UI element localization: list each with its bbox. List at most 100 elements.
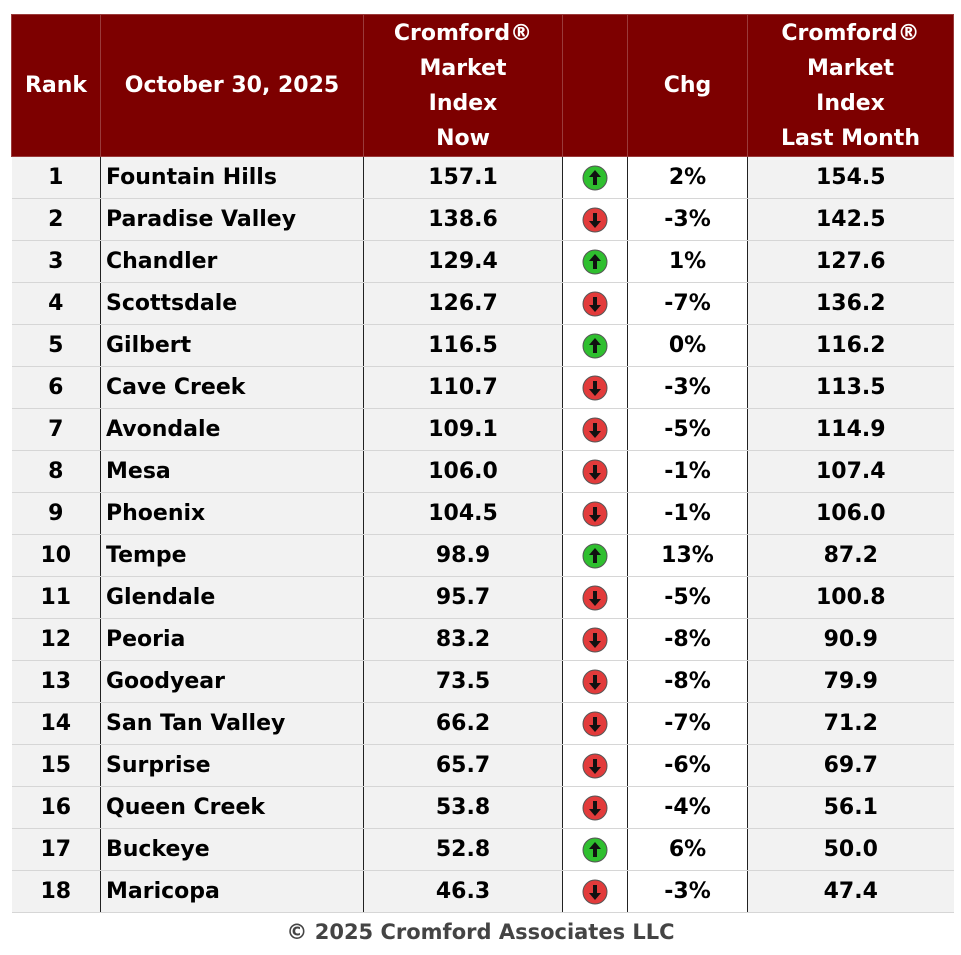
trend-cell bbox=[562, 702, 628, 745]
rank-cell: 1 bbox=[11, 156, 101, 199]
change-cell: -3% bbox=[627, 870, 748, 913]
down-arrow-icon bbox=[582, 501, 608, 526]
index-now-cell: 104.5 bbox=[363, 492, 563, 535]
city-cell: Scottsdale bbox=[100, 282, 364, 325]
index-now-cell: 66.2 bbox=[363, 702, 563, 745]
index-last-month-cell: 136.2 bbox=[747, 282, 954, 325]
index-now-cell: 129.4 bbox=[363, 240, 563, 283]
trend-cell bbox=[562, 534, 628, 577]
rank-cell: 15 bbox=[11, 744, 101, 787]
market-index-table: Rank October 30, 2025 Cromford® Market I… bbox=[11, 14, 954, 913]
index-now-cell: 106.0 bbox=[363, 450, 563, 493]
table-row: 17 Buckeye 52.8 6% 50.0 bbox=[11, 828, 954, 871]
down-arrow-icon bbox=[582, 879, 608, 904]
table-row: 13 Goodyear 73.5 -8% 79.9 bbox=[11, 660, 954, 703]
index-last-month-cell: 154.5 bbox=[747, 156, 954, 199]
header-line: Index bbox=[816, 90, 885, 116]
up-arrow-icon bbox=[582, 837, 608, 862]
change-cell: -5% bbox=[627, 408, 748, 451]
down-arrow-icon bbox=[582, 711, 608, 736]
trend-cell bbox=[562, 282, 628, 325]
rank-cell: 14 bbox=[11, 702, 101, 745]
index-last-month-cell: 107.4 bbox=[747, 450, 954, 493]
trend-cell bbox=[562, 828, 628, 871]
down-arrow-icon bbox=[582, 753, 608, 778]
index-now-cell: 126.7 bbox=[363, 282, 563, 325]
rank-cell: 2 bbox=[11, 198, 101, 241]
rank-cell: 6 bbox=[11, 366, 101, 409]
change-cell: -1% bbox=[627, 450, 748, 493]
city-cell: San Tan Valley bbox=[100, 702, 364, 745]
down-arrow-icon bbox=[582, 585, 608, 610]
index-last-month-cell: 56.1 bbox=[747, 786, 954, 829]
city-cell: Queen Creek bbox=[100, 786, 364, 829]
table-row: 6 Cave Creek 110.7 -3% 113.5 bbox=[11, 366, 954, 409]
header-line: Index bbox=[428, 90, 498, 116]
change-cell: -4% bbox=[627, 786, 748, 829]
index-last-month-cell: 127.6 bbox=[747, 240, 954, 283]
trend-cell bbox=[562, 744, 628, 787]
index-last-month-cell: 79.9 bbox=[747, 660, 954, 703]
trend-cell bbox=[562, 324, 628, 367]
index-now-cell: 53.8 bbox=[363, 786, 563, 829]
index-last-month-header: Cromford® Market Index Last Month bbox=[747, 14, 954, 157]
city-cell: Glendale bbox=[100, 576, 364, 619]
table-row: 4 Scottsdale 126.7 -7% 136.2 bbox=[11, 282, 954, 325]
index-now-cell: 83.2 bbox=[363, 618, 563, 661]
header-line: Market bbox=[419, 55, 507, 81]
city-cell: Cave Creek bbox=[100, 366, 364, 409]
city-cell: Mesa bbox=[100, 450, 364, 493]
city-cell: Tempe bbox=[100, 534, 364, 577]
index-now-cell: 110.7 bbox=[363, 366, 563, 409]
index-last-month-cell: 113.5 bbox=[747, 366, 954, 409]
table-row: 18 Maricopa 46.3 -3% 47.4 bbox=[11, 870, 954, 913]
rank-cell: 13 bbox=[11, 660, 101, 703]
table-header: Rank October 30, 2025 Cromford® Market I… bbox=[11, 14, 954, 157]
header-line: Market bbox=[806, 55, 895, 81]
rank-cell: 10 bbox=[11, 534, 101, 577]
rank-cell: 7 bbox=[11, 408, 101, 451]
copyright-footer: © 2025 Cromford Associates LLC bbox=[286, 920, 675, 944]
down-arrow-icon bbox=[582, 417, 608, 442]
rank-cell: 11 bbox=[11, 576, 101, 619]
change-cell: -8% bbox=[627, 618, 748, 661]
trend-cell bbox=[562, 408, 628, 451]
city-cell: Paradise Valley bbox=[100, 198, 364, 241]
change-cell: -3% bbox=[627, 198, 748, 241]
city-cell: Fountain Hills bbox=[100, 156, 364, 199]
city-cell: Gilbert bbox=[100, 324, 364, 367]
arrow-header bbox=[562, 14, 628, 157]
index-now-cell: 98.9 bbox=[363, 534, 563, 577]
city-cell: Surprise bbox=[100, 744, 364, 787]
change-cell: -6% bbox=[627, 744, 748, 787]
up-arrow-icon bbox=[582, 249, 608, 274]
table-row: 1 Fountain Hills 157.1 2% 154.5 bbox=[11, 156, 954, 199]
table-row: 15 Surprise 65.7 -6% 69.7 bbox=[11, 744, 954, 787]
trend-cell bbox=[562, 660, 628, 703]
trend-cell bbox=[562, 576, 628, 619]
change-cell: 0% bbox=[627, 324, 748, 367]
index-last-month-cell: 114.9 bbox=[747, 408, 954, 451]
table-row: 5 Gilbert 116.5 0% 116.2 bbox=[11, 324, 954, 367]
table-row: 16 Queen Creek 53.8 -4% 56.1 bbox=[11, 786, 954, 829]
table-body: 1 Fountain Hills 157.1 2% 154.5 2 Paradise Val… bbox=[11, 156, 954, 913]
rank-cell: 3 bbox=[11, 240, 101, 283]
down-arrow-icon bbox=[582, 795, 608, 820]
trend-cell bbox=[562, 786, 628, 829]
rank-cell: 5 bbox=[11, 324, 101, 367]
trend-cell bbox=[562, 198, 628, 241]
change-cell: 6% bbox=[627, 828, 748, 871]
trend-cell bbox=[562, 618, 628, 661]
down-arrow-icon bbox=[582, 291, 608, 316]
index-last-month-cell: 106.0 bbox=[747, 492, 954, 535]
trend-cell bbox=[562, 450, 628, 493]
table-row: 9 Phoenix 104.5 -1% 106.0 bbox=[11, 492, 954, 535]
index-last-month-cell: 47.4 bbox=[747, 870, 954, 913]
index-now-cell: 46.3 bbox=[363, 870, 563, 913]
up-arrow-icon bbox=[582, 543, 608, 568]
change-cell: -3% bbox=[627, 366, 748, 409]
city-cell: Goodyear bbox=[100, 660, 364, 703]
header-line: Last Month bbox=[781, 125, 920, 151]
change-cell: 1% bbox=[627, 240, 748, 283]
change-cell: -1% bbox=[627, 492, 748, 535]
